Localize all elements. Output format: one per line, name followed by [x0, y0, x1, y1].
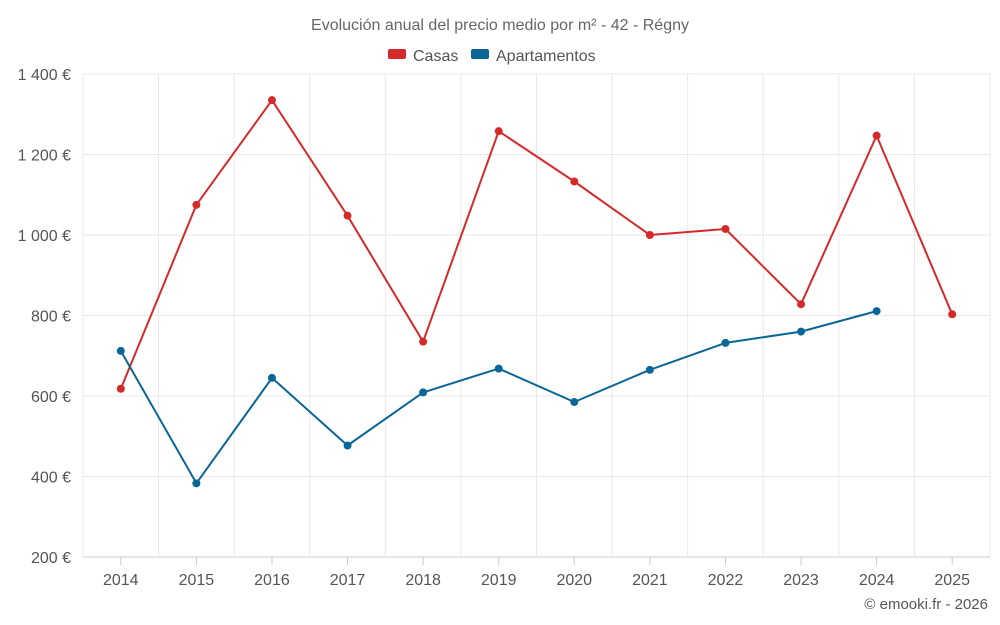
x-tick-label: 2020	[556, 572, 592, 589]
legend-label-casas: Casas	[413, 48, 458, 65]
data-point-apartamentos-2021[interactable]	[645, 365, 654, 374]
data-point-casas-2020[interactable]	[570, 177, 579, 186]
data-point-casas-2015[interactable]	[192, 200, 201, 209]
data-point-apartamentos-2018[interactable]	[419, 388, 428, 397]
data-point-casas-2014[interactable]	[116, 384, 125, 393]
y-tick-label: 400 €	[31, 470, 71, 487]
data-point-casas-2018[interactable]	[419, 337, 428, 346]
series-line-casas	[119, 99, 954, 390]
y-axis-ticks: 1 400 € 1 200 € 1 000 € 800 € 600 € 400 € 200 …	[18, 67, 71, 567]
data-point-apartamentos-2016[interactable]	[267, 373, 276, 382]
data-point-casas-2021[interactable]	[645, 231, 654, 239]
x-tick-label: 2018	[405, 572, 441, 589]
legend-label-apartamentos: Apartamentos	[496, 48, 596, 65]
x-axis-ticks: 2014 2015 2016 2017 2018 2019 2020 2021 2022 2023…	[103, 557, 970, 589]
y-tick-label: 1 400 €	[18, 67, 71, 84]
x-tick-label: 2014	[103, 572, 139, 589]
x-tick-label: 2025	[934, 572, 970, 589]
y-tick-label: 1 200 €	[18, 148, 71, 165]
data-point-apartamentos-2015[interactable]	[192, 479, 201, 488]
series	[116, 96, 957, 488]
data-point-casas-2024[interactable]	[872, 131, 881, 140]
x-tick-label: 2017	[330, 572, 366, 589]
data-point-apartamentos-2023[interactable]	[797, 327, 806, 336]
y-tick-label: 200 €	[31, 550, 71, 567]
legend-item-apartamentos[interactable]: Apartamentos	[471, 48, 596, 65]
legend: Casas Apartamentos	[388, 48, 596, 65]
data-point-casas-2023[interactable]	[797, 300, 806, 309]
data-point-apartamentos-2014[interactable]	[116, 346, 125, 355]
data-point-apartamentos-2019[interactable]	[494, 364, 503, 373]
x-tick-label: 2015	[179, 572, 215, 589]
data-point-casas-2022[interactable]	[721, 224, 730, 233]
legend-swatch-apartamentos	[471, 49, 489, 59]
data-point-casas-2025[interactable]	[948, 310, 957, 319]
y-tick-label: 600 €	[31, 389, 71, 406]
data-point-apartamentos-2024[interactable]	[872, 307, 881, 316]
data-point-casas-2019[interactable]	[494, 127, 503, 136]
x-tick-label: 2023	[783, 572, 819, 589]
legend-swatch-casas	[388, 49, 406, 59]
data-point-apartamentos-2022[interactable]	[721, 338, 730, 347]
legend-item-casas[interactable]: Casas	[388, 48, 458, 65]
data-point-apartamentos-2017[interactable]	[343, 441, 352, 450]
x-tick-label: 2016	[254, 572, 290, 589]
data-point-casas-2017[interactable]	[343, 211, 352, 220]
credit-text: © emooki.fr - 2026	[864, 596, 988, 613]
gridlines	[82, 73, 991, 558]
x-tick-label: 2019	[481, 572, 517, 589]
chart-title: Evolución anual del precio medio por m² …	[311, 17, 689, 34]
x-tick-label: 2022	[708, 572, 744, 589]
y-tick-label: 1 000 €	[18, 228, 71, 245]
data-point-apartamentos-2020[interactable]	[570, 398, 579, 407]
data-point-casas-2016[interactable]	[267, 96, 276, 105]
x-tick-label: 2024	[859, 572, 895, 589]
y-tick-label: 800 €	[31, 309, 71, 326]
x-tick-label: 2021	[632, 572, 668, 589]
